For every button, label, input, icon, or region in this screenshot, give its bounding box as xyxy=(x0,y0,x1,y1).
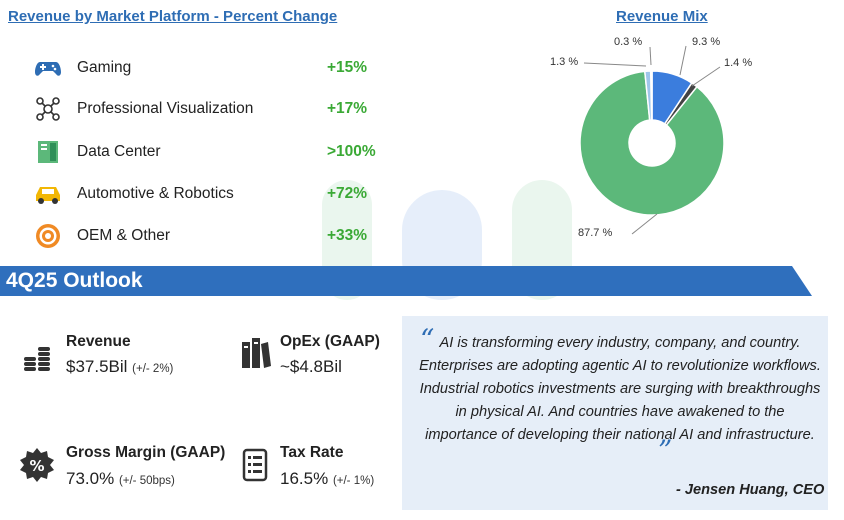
ceo-quote-box xyxy=(402,316,828,510)
quote-open-mark: “ xyxy=(420,323,435,356)
segment-label: OEM & Other xyxy=(77,227,171,244)
svg-text:%: % xyxy=(29,457,44,475)
server-icon xyxy=(34,139,62,165)
car-icon xyxy=(34,181,62,207)
revenue-mix-chart: 87.7 % 9.3 % 1.4 % 1.3 % 0.3 % xyxy=(540,30,790,260)
quote-author: - Jensen Huang, CEO xyxy=(676,482,825,498)
segment-change: +33% xyxy=(327,227,368,244)
coins-icon xyxy=(24,347,50,371)
molecule-icon xyxy=(34,96,62,122)
gross-margin-value: 73.0% xyxy=(66,469,115,488)
gross-margin-label: Gross Margin (GAAP) xyxy=(66,444,226,461)
revenue-note: (+/- 2%) xyxy=(132,363,174,375)
slice-label-gaming: 9.3 % xyxy=(692,36,721,48)
revenue-mix-title: Revenue Mix xyxy=(616,8,708,25)
segment-row-gaming: Gaming +15% xyxy=(34,53,394,83)
segment-row-professional-visualization: Professional Visualization +17% xyxy=(34,94,394,124)
market-platform-title: Revenue by Market Platform - Percent Cha… xyxy=(8,8,338,25)
segment-label: Professional Visualization xyxy=(77,100,254,117)
tax-rate-note: (+/- 1%) xyxy=(332,475,375,487)
tax-rate-value: 16.5% xyxy=(280,469,329,488)
segment-row-data-center: Data Center >100% xyxy=(34,137,394,167)
segment-label: Data Center xyxy=(77,143,161,160)
segment-change: >100% xyxy=(327,143,376,160)
opex-label: OpEx (GAAP) xyxy=(280,333,380,350)
segment-label: Automotive & Robotics xyxy=(77,185,234,202)
segment-row-oem-other: OEM & Other +33% xyxy=(34,221,394,251)
gamepad-icon xyxy=(34,55,62,81)
segment-change: +72% xyxy=(327,185,368,202)
target-icon xyxy=(34,223,62,249)
percent-badge-icon: % xyxy=(20,448,54,482)
outlook-banner xyxy=(0,266,812,296)
slice-label-auto: 1.3 % xyxy=(550,56,579,68)
quote-text: AI is transforming every industry, compa… xyxy=(419,335,821,443)
outlook-title: 4Q25 Outlook xyxy=(6,269,143,292)
slice-label-oem: 0.3 % xyxy=(614,36,643,48)
donut-slice-1 xyxy=(651,70,693,125)
segment-label: Gaming xyxy=(77,59,132,76)
revenue-label: Revenue xyxy=(66,333,131,350)
slice-label-pro-viz: 1.4 % xyxy=(724,57,753,69)
segment-change: +17% xyxy=(327,100,368,117)
tax-rate-label: Tax Rate xyxy=(280,444,344,461)
books-icon xyxy=(242,338,271,368)
revenue-value: $37.5Bil xyxy=(66,357,128,376)
gross-margin-note: (+/- 50bps) xyxy=(118,475,175,487)
donut-svg xyxy=(579,45,725,235)
opex-value: ~$4.8Bil xyxy=(280,357,342,376)
slice-label-data-center: 87.7 % xyxy=(578,227,613,239)
segment-row-automotive: Automotive & Robotics +72% xyxy=(34,179,394,209)
quote-close-mark: ” xyxy=(658,434,673,467)
donut-slice-3 xyxy=(643,70,653,121)
document-icon xyxy=(242,448,268,482)
segment-change: +15% xyxy=(327,59,368,76)
donut-slice-0 xyxy=(579,70,725,216)
